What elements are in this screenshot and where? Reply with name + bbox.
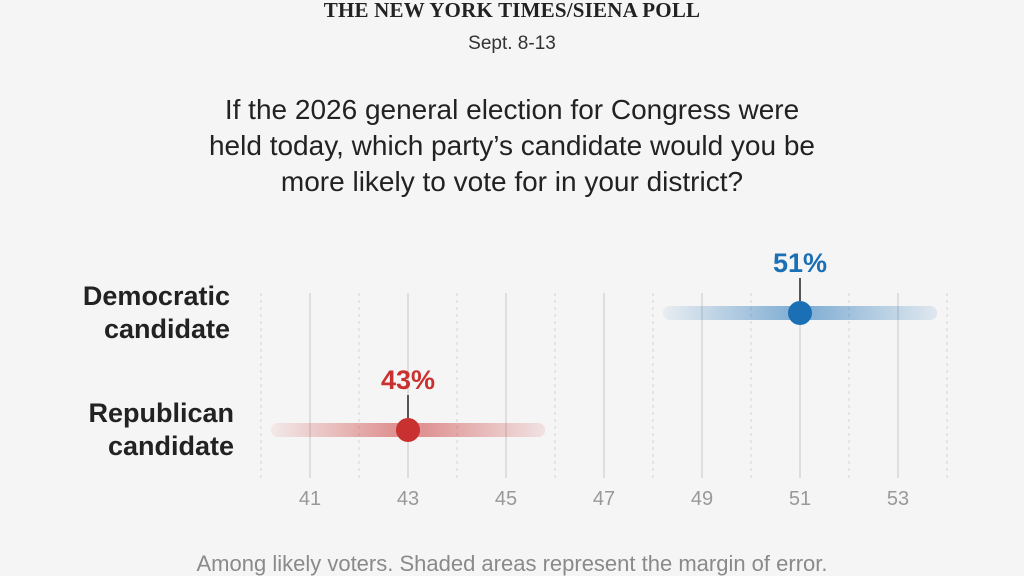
value-dot <box>396 418 420 442</box>
x-tick-label: 45 <box>495 488 517 510</box>
category-label: Democratic <box>83 281 230 311</box>
question-line: If the 2026 general election for Congres… <box>224 94 800 125</box>
category-label: candidate <box>104 314 230 344</box>
x-tick-label: 41 <box>299 488 321 510</box>
question-line: held today, which party’s candidate woul… <box>208 130 816 161</box>
x-tick-label: 49 <box>691 488 713 510</box>
chart-grid <box>260 293 948 478</box>
x-tick-label: 47 <box>593 488 615 510</box>
category-label: Republican <box>88 398 234 428</box>
x-tick-label: 51 <box>789 488 811 510</box>
poll-dates: Sept. 8-13 <box>468 33 556 54</box>
value-label: 43% <box>381 365 435 395</box>
category-label: candidate <box>108 431 234 461</box>
value-label: 51% <box>773 248 827 278</box>
poll-masthead: THE NEW YORK TIMES/SIENA POLL <box>323 0 701 22</box>
x-tick-label: 53 <box>887 488 909 510</box>
question-line: more likely to vote for in your district… <box>280 166 744 197</box>
poll-question: If the 2026 general election for Congres… <box>162 92 862 200</box>
x-tick-label: 43 <box>397 488 419 510</box>
chart-marks: 51% 43% <box>381 248 827 442</box>
x-tick-labels: 41 43 45 47 49 51 53 <box>299 488 909 510</box>
chart-footnote: Among likely voters. Shaded areas repres… <box>196 551 828 576</box>
value-dot <box>788 301 812 325</box>
